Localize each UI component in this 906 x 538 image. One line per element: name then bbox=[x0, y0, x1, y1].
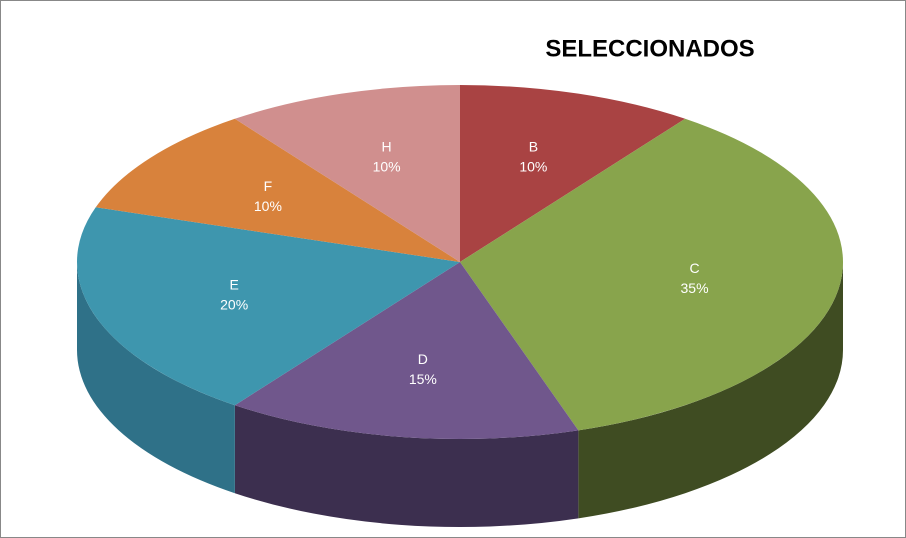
slice-value-label: 10% bbox=[519, 158, 547, 174]
pie-slice bbox=[76, 207, 460, 406]
slice-category-label: F bbox=[264, 178, 273, 194]
pie-side bbox=[234, 405, 579, 527]
chart-title: SELECCIONADOS bbox=[545, 35, 754, 62]
slice-value-label: 35% bbox=[681, 280, 709, 296]
slice-category-label: B bbox=[529, 138, 538, 154]
slice-category-label: E bbox=[229, 277, 238, 293]
pie-slice bbox=[234, 85, 460, 262]
slice-category-label: C bbox=[689, 260, 699, 276]
slice-category-label: D bbox=[418, 351, 428, 367]
pie-side bbox=[76, 262, 235, 494]
pie-slice bbox=[95, 118, 460, 263]
pie-side bbox=[578, 262, 843, 519]
slice-value-label: 10% bbox=[373, 158, 401, 174]
slice-value-label: 10% bbox=[254, 198, 282, 214]
pie-slice bbox=[234, 262, 579, 439]
pie-slice bbox=[460, 85, 686, 262]
slice-category-label: H bbox=[382, 138, 392, 154]
slice-value-label: 15% bbox=[409, 371, 437, 387]
pie-slice bbox=[460, 118, 843, 431]
slice-value-label: 20% bbox=[220, 297, 248, 313]
